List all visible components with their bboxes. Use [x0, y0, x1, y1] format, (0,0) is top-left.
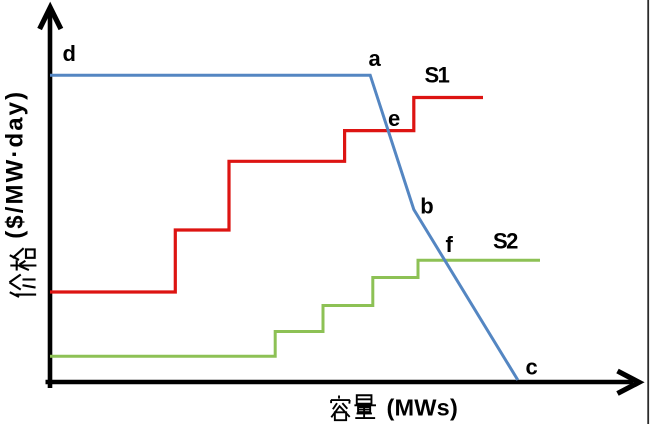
svg-text:c: c	[526, 355, 538, 380]
svg-text:b: b	[420, 194, 433, 219]
svg-text:S1: S1	[425, 62, 450, 87]
svg-text:e: e	[388, 106, 400, 131]
svg-text:(MWs): (MWs)	[387, 395, 458, 421]
svg-text:d: d	[63, 41, 76, 66]
svg-text:($/MW·day): ($/MW·day)	[2, 90, 29, 239]
svg-text:S2: S2	[493, 229, 518, 254]
svg-text:f: f	[446, 232, 454, 257]
svg-text:a: a	[369, 46, 382, 71]
